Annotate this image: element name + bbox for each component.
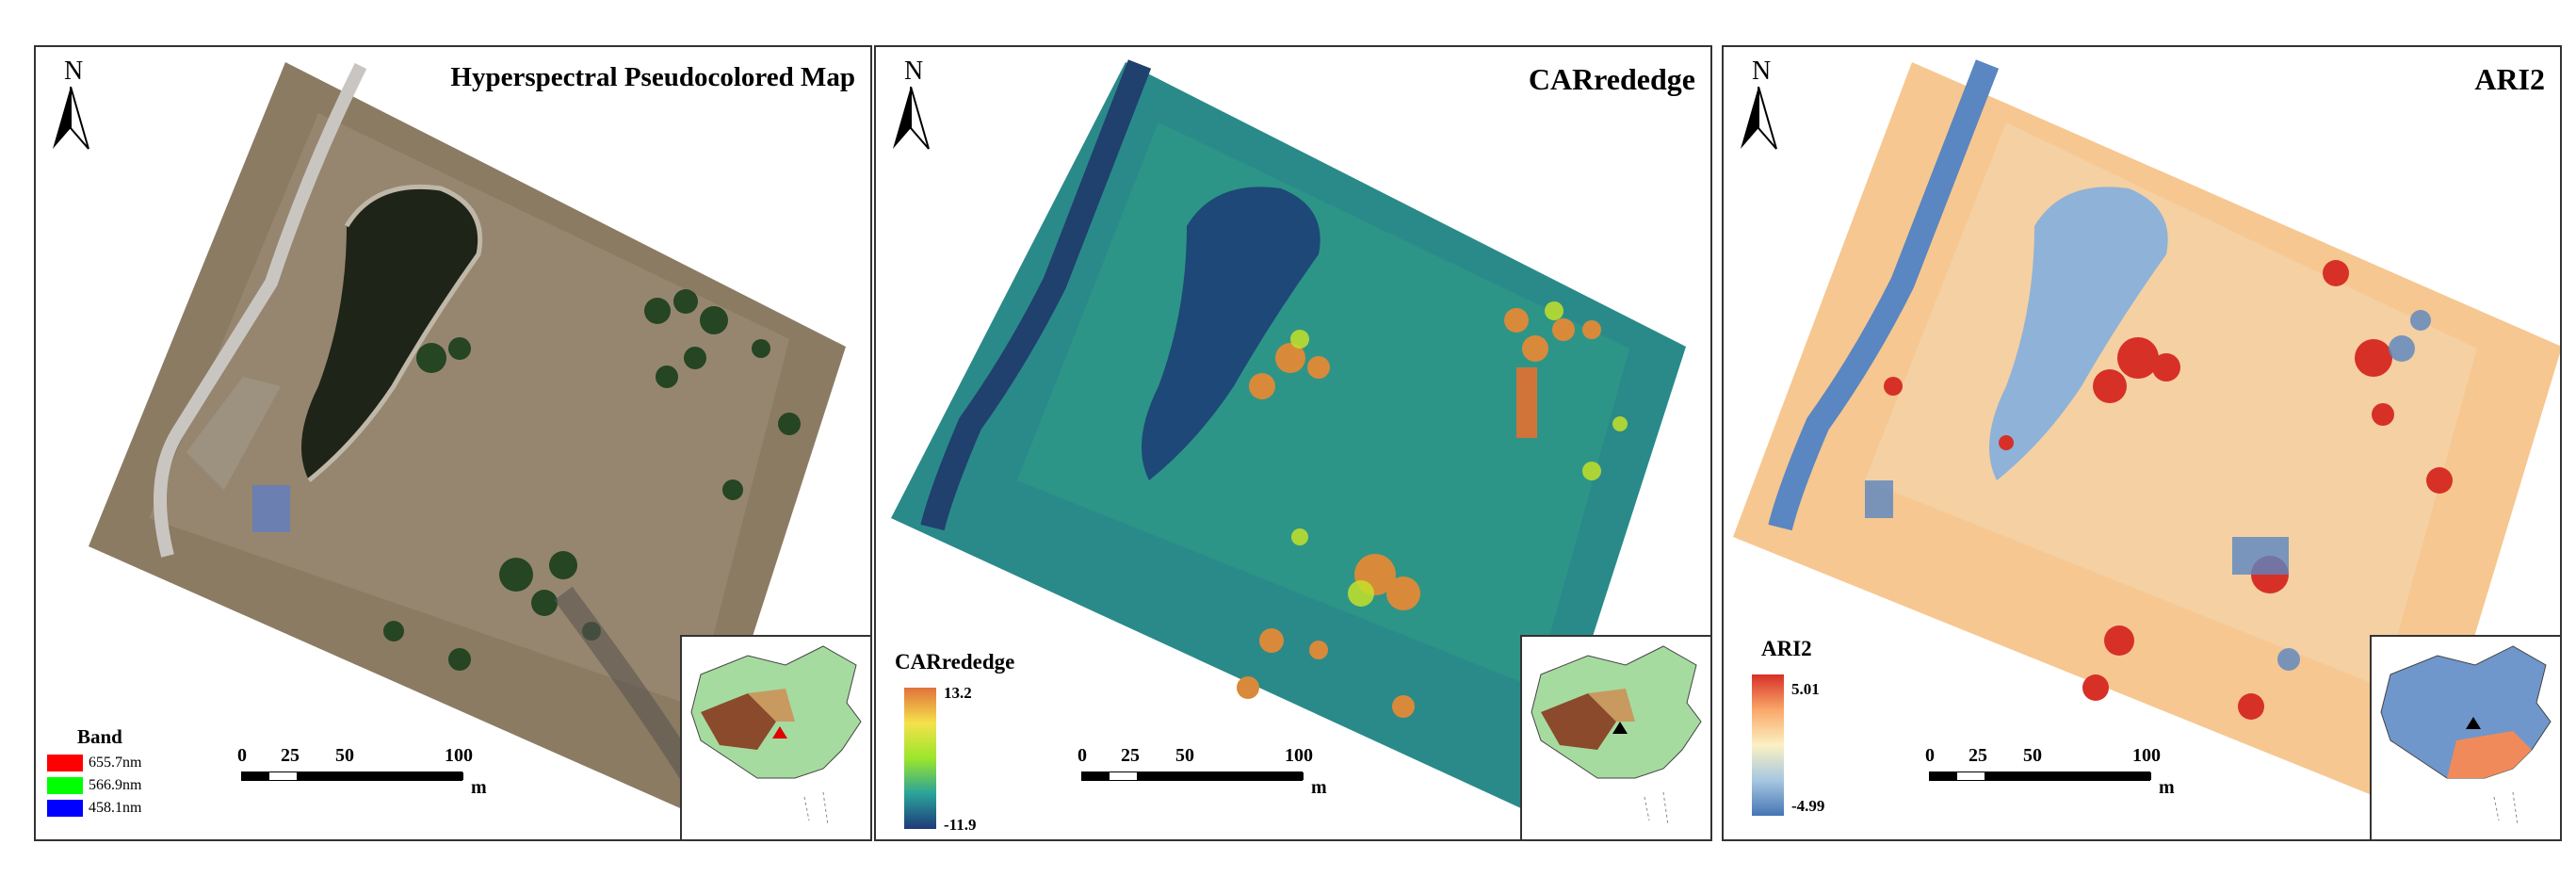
ari2-panel: ARI2 N ARI2 5.01 -4.99 0 25 50 100 m [1722, 45, 2562, 841]
north-label: N [904, 57, 924, 86]
scale-bar-graphic [241, 771, 463, 781]
scale-tick: 50 [2023, 745, 2042, 766]
scale-unit: m [2159, 777, 2175, 798]
colorbar-max-label: 13.2 [944, 684, 972, 702]
scale-tick: 50 [335, 745, 354, 766]
north-arrow-icon: N [49, 57, 105, 160]
map-title: ARI2 [2474, 62, 2545, 96]
colorbar-min-label: -11.9 [944, 816, 977, 834]
china-locator-map [690, 645, 862, 826]
band-blue-swatch [47, 800, 83, 817]
study-site-marker-icon [2466, 717, 2481, 729]
scale-tick: 25 [281, 745, 300, 766]
ari2-colorbar [1752, 674, 1784, 816]
china-locator-inset [680, 635, 870, 839]
pseudocolor-panel: Hyperspectral Pseudocolored Map N Band 6… [34, 45, 872, 841]
colorbar-title: CARrededge [895, 650, 1015, 674]
scale-unit: m [1311, 777, 1327, 798]
colorbar-title: ARI2 [1761, 637, 1812, 660]
north-arrow-icon: N [889, 57, 946, 160]
scale-tick: 100 [2132, 745, 2161, 766]
china-locator-inset [1520, 635, 1710, 839]
study-site-marker-icon [772, 726, 787, 739]
map-title: Hyperspectral Pseudocolored Map [450, 62, 855, 92]
north-label: N [1752, 57, 1772, 86]
north-arrow-icon: N [1737, 57, 1793, 160]
ari2-map-image [1733, 59, 2560, 815]
scale-tick: 25 [1968, 745, 1987, 766]
band-legend-item: 458.1nm [47, 800, 141, 817]
band-legend-item: 655.7nm [47, 755, 141, 771]
scale-bar-graphic [1081, 771, 1304, 781]
scale-tick: 0 [1077, 745, 1087, 766]
scale-tick: 50 [1175, 745, 1194, 766]
china-locator-inset [2370, 635, 2560, 839]
china-locator-map [1531, 645, 1702, 826]
band-legend-item: 566.9nm [47, 777, 141, 794]
band-label: 566.9nm [89, 777, 142, 793]
carrededge-map-image [891, 59, 1686, 815]
scale-bar-graphic [1929, 771, 2151, 781]
scale-tick: 0 [237, 745, 247, 766]
band-legend: Band 655.7nm 566.9nm 458.1nm [47, 725, 141, 817]
band-green-swatch [47, 777, 83, 794]
scale-tick: 100 [445, 745, 473, 766]
china-locator-map [2380, 645, 2552, 826]
carrededge-colorbar [904, 688, 936, 829]
colorbar-max-label: 5.01 [1791, 680, 1820, 698]
band-red-swatch [47, 755, 83, 771]
map-title: CARrededge [1528, 62, 1695, 96]
scale-tick: 100 [1285, 745, 1313, 766]
study-site-marker-icon [1612, 722, 1628, 734]
scale-bar: 0 25 50 100 m [234, 745, 497, 802]
scale-bar: 0 25 50 100 m [1921, 745, 2185, 802]
band-label: 458.1nm [89, 800, 142, 816]
scale-tick: 25 [1121, 745, 1140, 766]
scale-bar: 0 25 50 100 m [1074, 745, 1337, 802]
north-label: N [64, 57, 84, 86]
carrededge-panel: CARrededge N CARrededge 13.2 -11.9 0 25 … [874, 45, 1712, 841]
band-legend-title: Band [77, 725, 122, 748]
scale-tick: 0 [1925, 745, 1935, 766]
band-label: 655.7nm [89, 755, 142, 771]
pseudocolor-map-image [89, 62, 846, 815]
scale-unit: m [471, 777, 487, 798]
colorbar-min-label: -4.99 [1791, 797, 1825, 815]
